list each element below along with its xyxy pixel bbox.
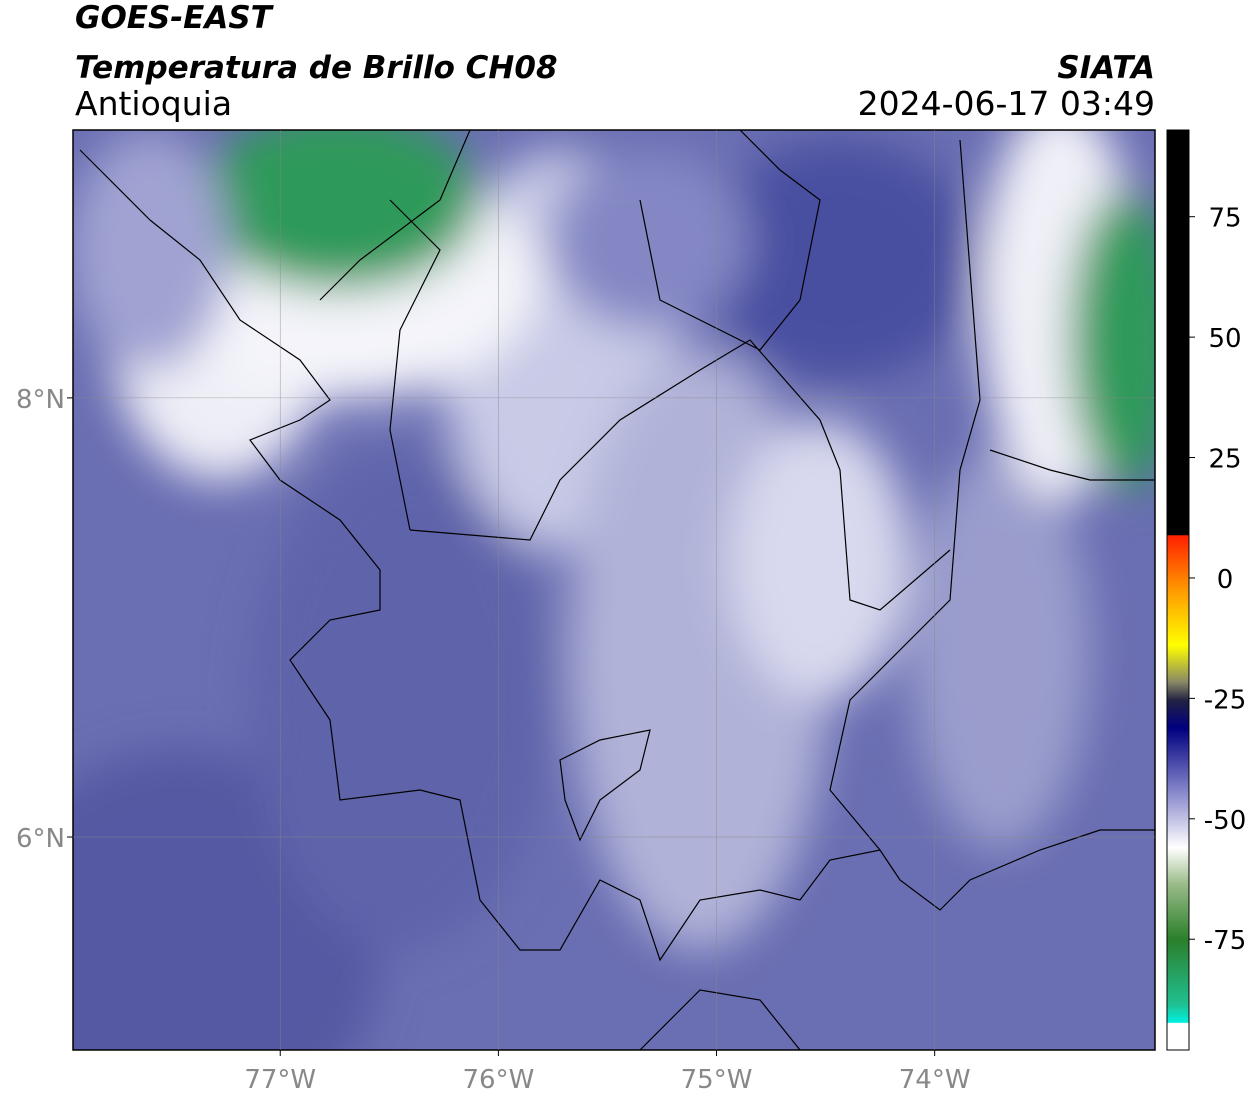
colorbar-tick-label: 0 bbox=[1217, 565, 1234, 595]
colorbar-tick-label: -50 bbox=[1204, 806, 1246, 836]
colorbar-tick-label: 50 bbox=[1208, 324, 1241, 354]
x-tick-label: 74°W bbox=[899, 1065, 971, 1095]
product: Temperatura de Brillo CH08 bbox=[75, 50, 558, 86]
region: Antioquia bbox=[75, 84, 232, 123]
colorbar-tick-label: -75 bbox=[1204, 926, 1246, 956]
colorbar-tick-label: 75 bbox=[1208, 204, 1241, 234]
colorbar-tick-label: 25 bbox=[1208, 445, 1241, 475]
map-frame bbox=[72, 129, 1156, 1051]
agency: SIATA bbox=[1057, 50, 1155, 86]
y-tick-label: 6°N bbox=[16, 824, 65, 854]
x-tick-label: 77°W bbox=[244, 1065, 316, 1095]
colorbar bbox=[1166, 129, 1190, 1051]
map-image bbox=[73, 130, 1155, 1050]
satellite: GOES-EAST bbox=[75, 0, 275, 36]
y-tick-label: 8°N bbox=[16, 385, 65, 415]
x-tick-label: 75°W bbox=[681, 1065, 753, 1095]
colorbar-tick-label: -25 bbox=[1204, 685, 1246, 715]
x-tick-label: 76°W bbox=[462, 1065, 534, 1095]
datetime: 2024-06-17 03:49 bbox=[858, 84, 1155, 123]
